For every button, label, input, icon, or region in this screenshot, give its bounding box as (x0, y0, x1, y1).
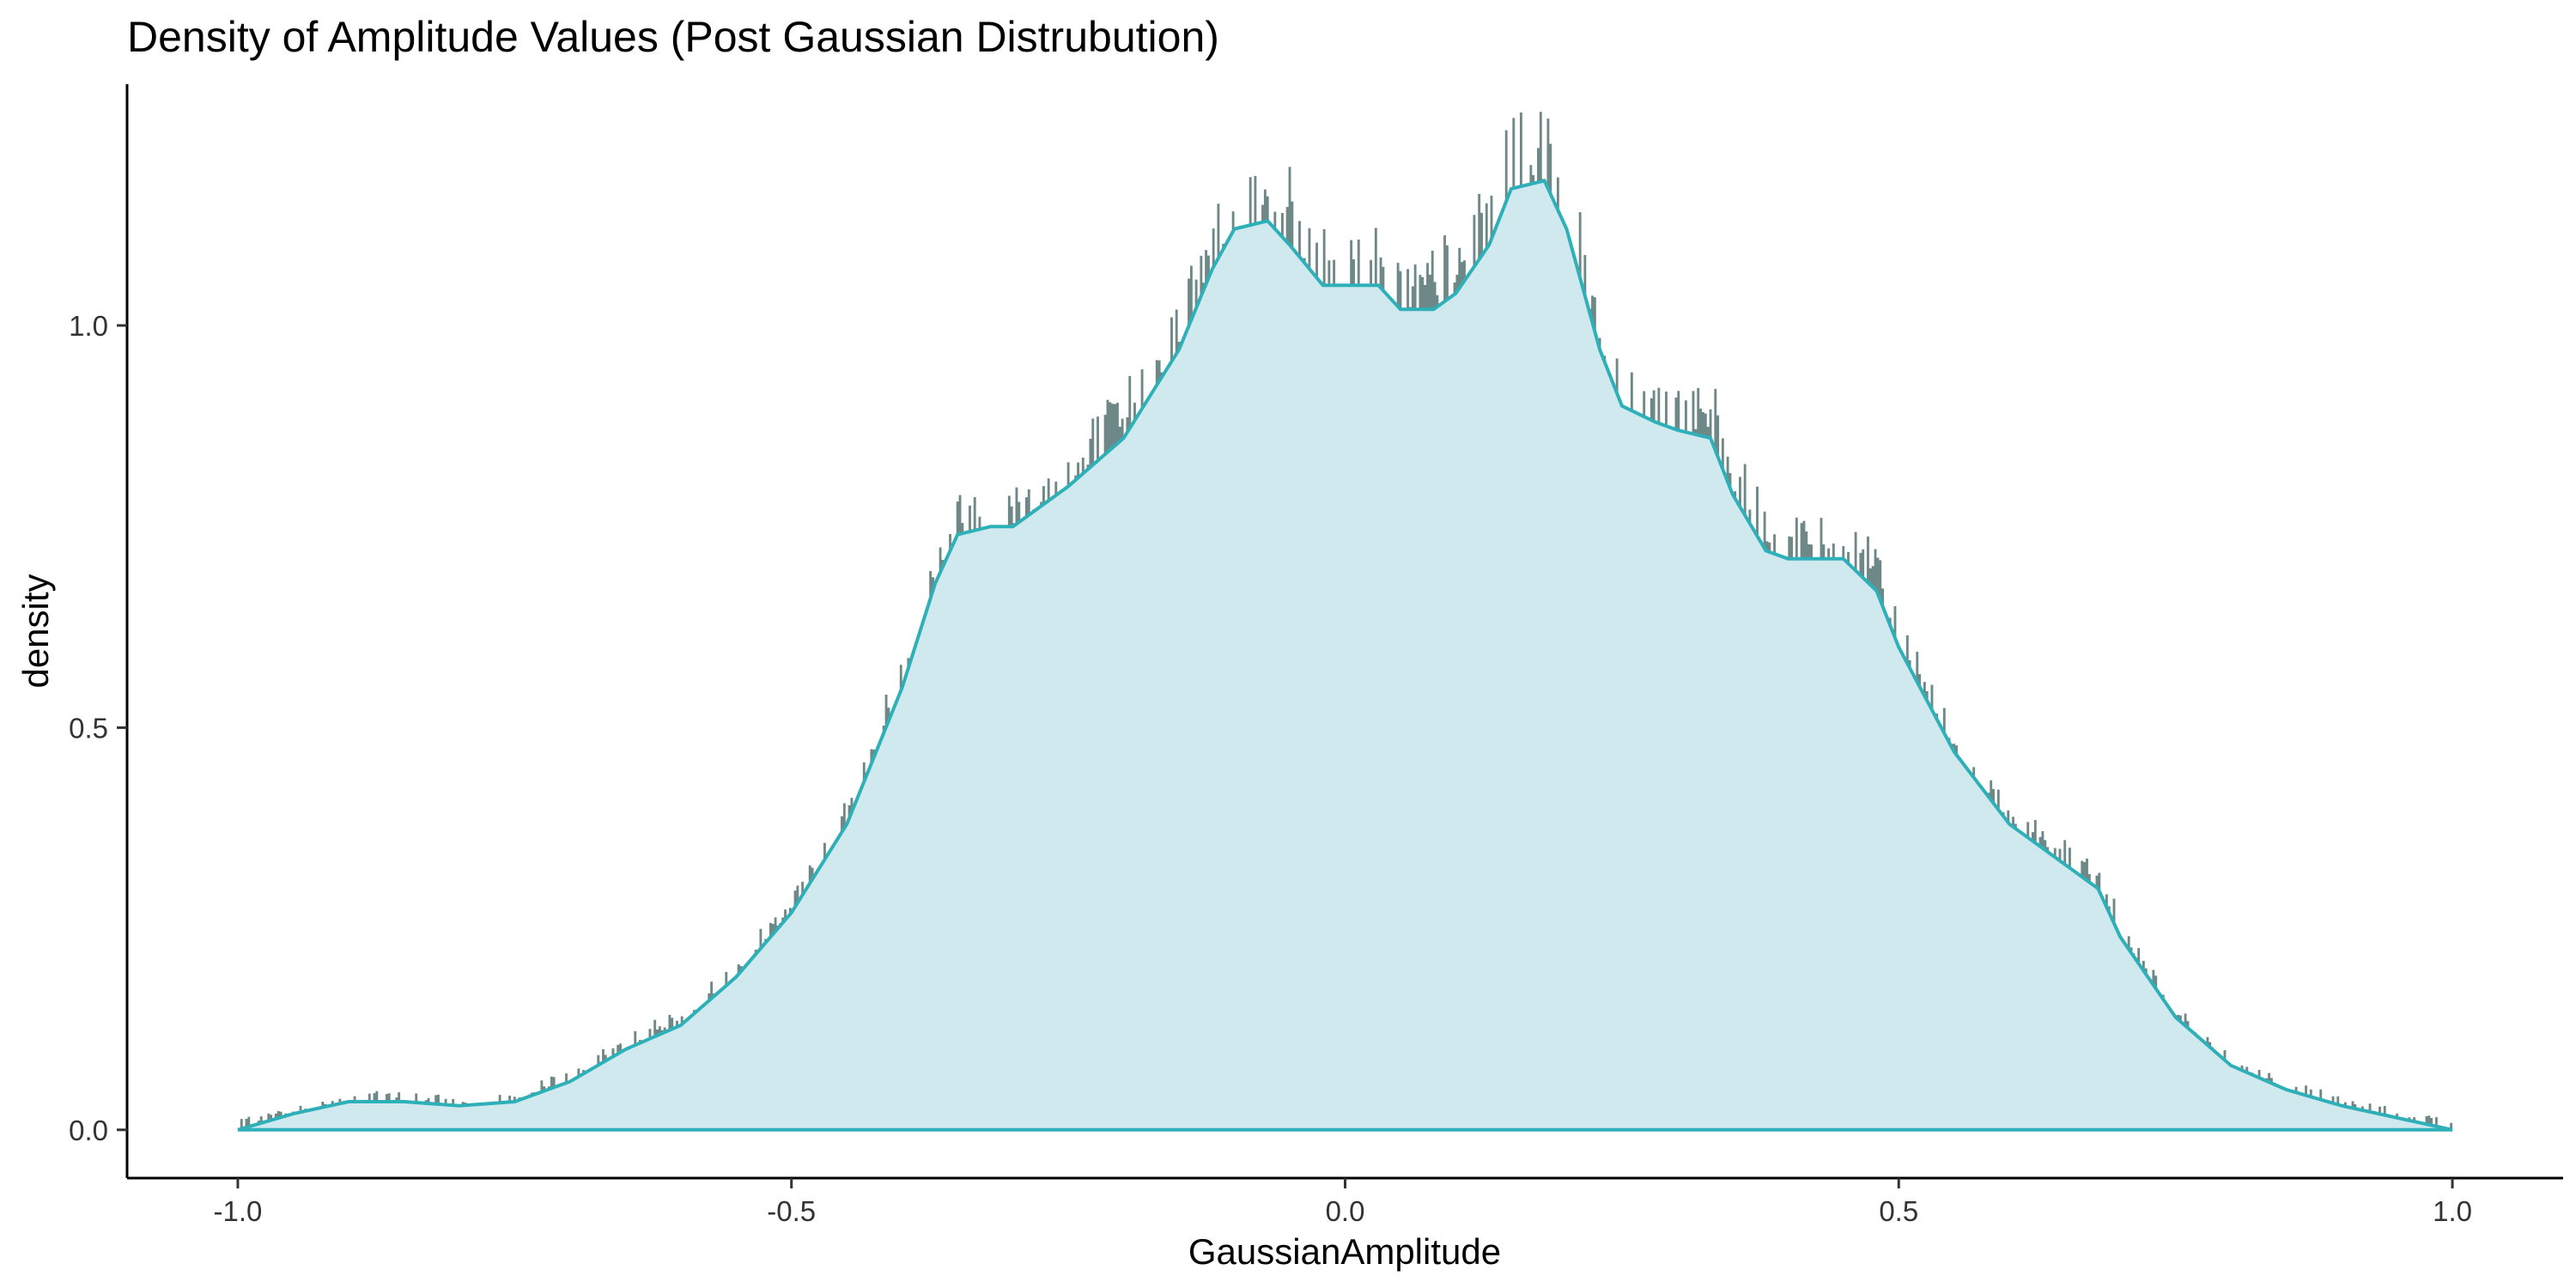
density-line (237, 179, 2453, 1132)
x-tick-label: 0.0 (1326, 1195, 1365, 1227)
y-tick-label: 1.0 (69, 310, 108, 342)
y-tick-label: 0.0 (69, 1115, 108, 1146)
y-tick-label: 0.5 (69, 712, 108, 744)
x-tick-label: -0.5 (767, 1195, 816, 1227)
x-tick-label: 0.5 (1879, 1195, 1918, 1227)
y-axis-title: density (15, 574, 56, 688)
x-axis-ticks: -1.0 -0.5 0.0 0.5 1.0 (214, 1178, 2472, 1227)
density-fill-area (237, 180, 2453, 1130)
y-axis-ticks: 0.0 0.5 1.0 (69, 310, 127, 1146)
x-tick-label: -1.0 (214, 1195, 263, 1227)
x-tick-label: 1.0 (2433, 1195, 2472, 1227)
chart-title: Density of Amplitude Values (Post Gaussi… (127, 13, 1219, 61)
x-axis-title: GaussianAmplitude (1188, 1231, 1501, 1272)
density-curve-group (237, 179, 2453, 1132)
